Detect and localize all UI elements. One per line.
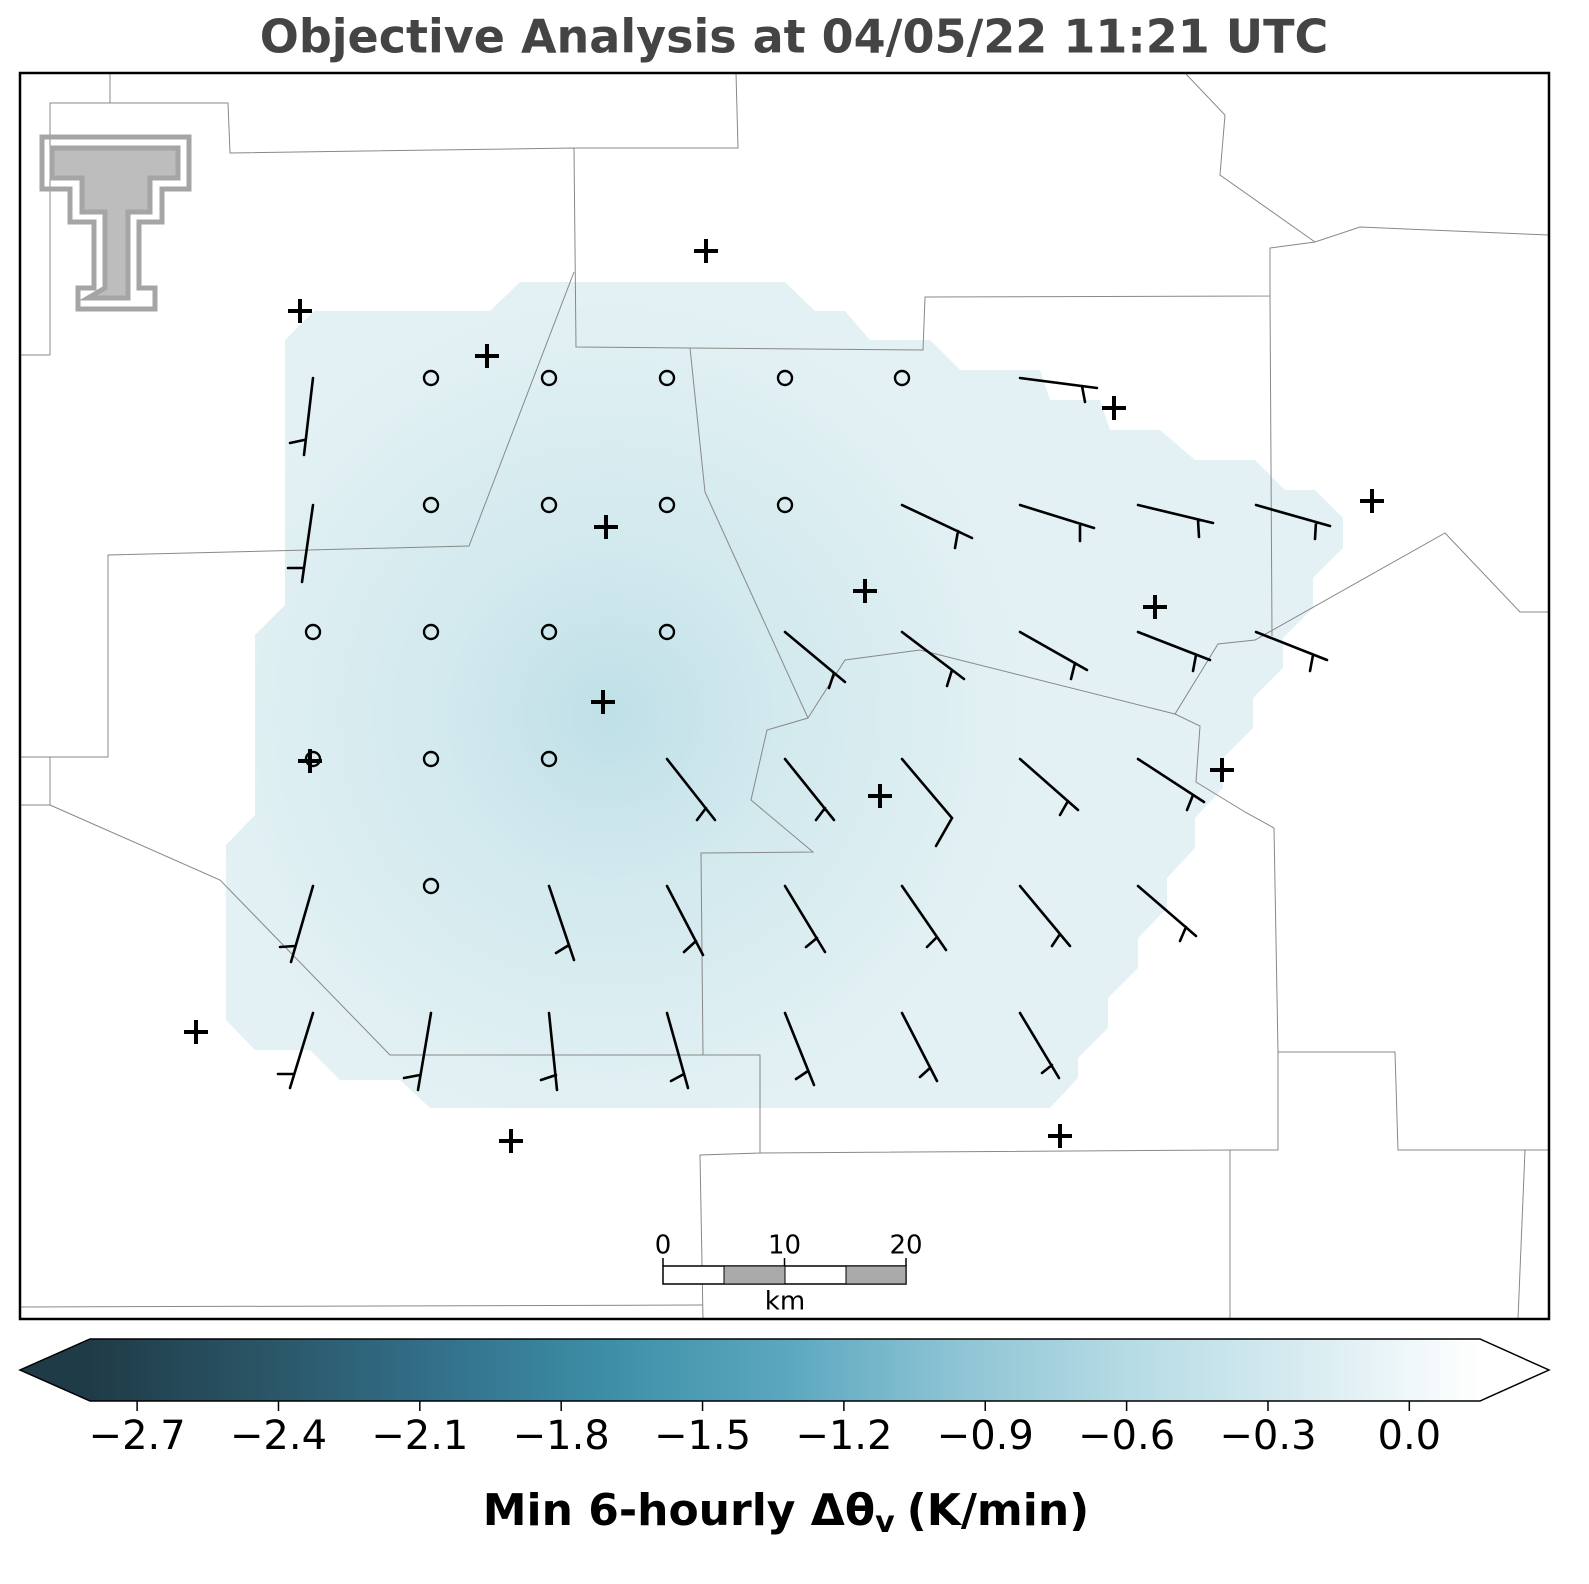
colorbar: −2.7 −2.4 −2.1 −1.8 −1.5 −1.2 −0.9 −0.6 −0.3 0.0 <box>18 1338 1551 1459</box>
colorbar-tick-label: −0.9 <box>937 1413 1034 1459</box>
county-borders <box>20 73 1549 1319</box>
colorbar-tick-label: −2.7 <box>89 1413 186 1459</box>
colorbar-tick-label: −0.3 <box>1219 1413 1316 1459</box>
calm-stations <box>304 369 911 895</box>
scale-unit: km <box>765 1287 805 1317</box>
title: Objective Analysis at 04/05/22 11:21 UTC <box>260 10 1329 64</box>
label-subscript: v <box>875 1505 895 1540</box>
colorbar-tick-label: −2.4 <box>230 1413 327 1459</box>
colorbar-tick-label: −1.5 <box>654 1413 751 1459</box>
analysis-field <box>226 282 1343 1108</box>
wind-barbs <box>276 376 1332 1092</box>
colorbar-tick-label: −0.6 <box>1078 1413 1175 1459</box>
scale-tick-label: 0 <box>655 1231 672 1261</box>
colorbar-tick-label: −1.8 <box>513 1413 610 1459</box>
map: km 0 10 20 <box>20 73 1549 1319</box>
map-frame <box>18 71 1551 1321</box>
missing-stations <box>184 239 1384 1153</box>
scale-bar: km 0 10 20 <box>655 1231 923 1317</box>
university-logo <box>39 134 192 312</box>
colorbar-tick-label: −2.1 <box>371 1413 468 1459</box>
colorbar-body <box>18 1338 1551 1402</box>
colorbar-tick-label: 0.0 <box>1378 1413 1442 1459</box>
label-main: Min 6-hourly Δθ <box>483 1485 875 1536</box>
scale-tick-label: 10 <box>768 1231 801 1261</box>
colorbar-label: Min 6-hourly Δθv (K/min) <box>483 1485 1090 1540</box>
label-units: (K/min) <box>907 1485 1090 1536</box>
scale-tick-label: 20 <box>889 1231 922 1261</box>
colorbar-tick-label: −1.2 <box>795 1413 892 1459</box>
